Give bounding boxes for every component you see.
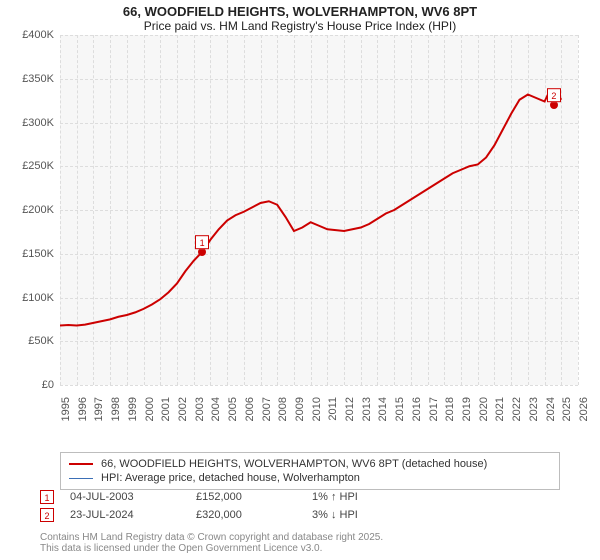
y-tick-label: £350K xyxy=(0,73,54,85)
x-tick-label: 2009 xyxy=(294,397,306,421)
legend-item: 66, WOODFIELD HEIGHTS, WOLVERHAMPTON, WV… xyxy=(69,457,551,471)
event-marker: 2 xyxy=(40,508,54,522)
x-tick-label: 2011 xyxy=(327,397,339,421)
y-tick-label: £300K xyxy=(0,117,54,129)
marker-label: 1 xyxy=(195,235,209,249)
x-tick-label: 2001 xyxy=(160,397,172,421)
y-tick-label: £100K xyxy=(0,292,54,304)
event-delta: 3% ↓ HPI xyxy=(312,509,432,521)
event-delta: 1% ↑ HPI xyxy=(312,491,432,503)
x-tick-label: 2005 xyxy=(227,397,239,421)
x-tick-label: 2022 xyxy=(511,397,523,421)
marker-label: 2 xyxy=(547,88,561,102)
x-tick-label: 2018 xyxy=(444,397,456,421)
title-line-1: 66, WOODFIELD HEIGHTS, WOLVERHAMPTON, WV… xyxy=(0,4,600,19)
y-tick-label: £250K xyxy=(0,160,54,172)
x-tick-label: 2003 xyxy=(194,397,206,421)
legend-swatch xyxy=(69,463,93,465)
x-tick-label: 2016 xyxy=(411,397,423,421)
y-tick-label: £150K xyxy=(0,248,54,260)
footer-line-2: This data is licensed under the Open Gov… xyxy=(40,543,590,554)
y-tick-label: £50K xyxy=(0,335,54,347)
event-price: £152,000 xyxy=(196,491,296,503)
gridline-horizontal xyxy=(60,385,578,386)
x-tick-label: 2004 xyxy=(210,397,222,421)
x-tick-label: 1997 xyxy=(93,397,105,421)
x-tick-label: 2014 xyxy=(377,397,389,421)
chart-title: 66, WOODFIELD HEIGHTS, WOLVERHAMPTON, WV… xyxy=(0,0,600,33)
series-line-0 xyxy=(60,91,561,326)
title-line-2: Price paid vs. HM Land Registry's House … xyxy=(0,19,600,33)
event-price: £320,000 xyxy=(196,509,296,521)
x-tick-label: 2008 xyxy=(277,397,289,421)
gridline-vertical xyxy=(578,35,579,385)
x-tick-label: 2010 xyxy=(311,397,323,421)
legend-label: 66, WOODFIELD HEIGHTS, WOLVERHAMPTON, WV… xyxy=(101,458,487,470)
x-tick-label: 2017 xyxy=(428,397,440,421)
legend-label: HPI: Average price, detached house, Wolv… xyxy=(101,472,360,484)
x-tick-label: 1996 xyxy=(77,397,89,421)
y-tick-label: £200K xyxy=(0,204,54,216)
x-tick-label: 2024 xyxy=(545,397,557,421)
y-tick-label: £0 xyxy=(0,379,54,391)
event-row: 1 04-JUL-2003 £152,000 1% ↑ HPI xyxy=(40,488,580,506)
x-tick-label: 1998 xyxy=(110,397,122,421)
event-date: 04-JUL-2003 xyxy=(70,491,180,503)
chart-area: £0£50K£100K£150K£200K£250K£300K£350K£400… xyxy=(24,33,584,413)
x-tick-label: 2019 xyxy=(461,397,473,421)
x-tick-label: 2013 xyxy=(361,397,373,421)
event-marker: 1 xyxy=(40,490,54,504)
legend-swatch xyxy=(69,478,93,479)
x-tick-label: 2026 xyxy=(578,397,590,421)
legend-item: HPI: Average price, detached house, Wolv… xyxy=(69,471,551,485)
x-tick-label: 2023 xyxy=(528,397,540,421)
x-tick-label: 2012 xyxy=(344,397,356,421)
footer-line-1: Contains HM Land Registry data © Crown c… xyxy=(40,532,590,543)
attribution-footer: Contains HM Land Registry data © Crown c… xyxy=(40,532,590,554)
x-tick-label: 2000 xyxy=(144,397,156,421)
x-tick-label: 2021 xyxy=(494,397,506,421)
x-tick-label: 2006 xyxy=(244,397,256,421)
x-tick-label: 1999 xyxy=(127,397,139,421)
event-table: 1 04-JUL-2003 £152,000 1% ↑ HPI 2 23-JUL-2024… xyxy=(40,488,580,524)
chart-series xyxy=(60,35,578,385)
x-tick-label: 2020 xyxy=(478,397,490,421)
event-row: 2 23-JUL-2024 £320,000 3% ↓ HPI xyxy=(40,506,580,524)
x-tick-label: 2002 xyxy=(177,397,189,421)
x-tick-label: 1995 xyxy=(60,397,72,421)
y-tick-label: £400K xyxy=(0,29,54,41)
x-tick-label: 2025 xyxy=(561,397,573,421)
x-tick-label: 2007 xyxy=(261,397,273,421)
x-tick-label: 2015 xyxy=(394,397,406,421)
legend: 66, WOODFIELD HEIGHTS, WOLVERHAMPTON, WV… xyxy=(60,452,560,490)
event-date: 23-JUL-2024 xyxy=(70,509,180,521)
